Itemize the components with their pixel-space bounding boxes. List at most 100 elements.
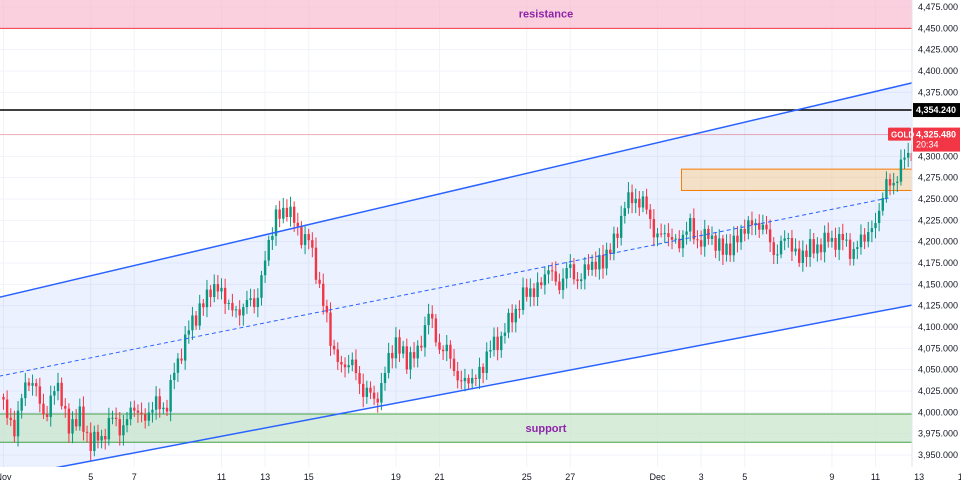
candle-body bbox=[681, 234, 685, 249]
candle-body bbox=[45, 414, 49, 417]
x-tick-label: 21 bbox=[434, 472, 444, 482]
y-tick-label: 4,200.000 bbox=[918, 237, 958, 247]
price-tag-countdown: 20:34 bbox=[916, 140, 939, 150]
candle-body bbox=[64, 406, 67, 409]
candle-body bbox=[739, 228, 743, 243]
candle-body bbox=[412, 352, 416, 359]
candle-body bbox=[812, 239, 815, 254]
candle-body bbox=[634, 198, 637, 204]
candle-body bbox=[405, 346, 408, 370]
candle-body bbox=[492, 336, 496, 351]
candle-body bbox=[198, 303, 201, 326]
candle-body bbox=[554, 271, 557, 282]
candle-body bbox=[630, 192, 634, 204]
candle-body bbox=[696, 239, 699, 241]
candle-body bbox=[300, 226, 303, 245]
candle-body bbox=[271, 235, 274, 240]
candle-body bbox=[471, 377, 474, 384]
candle-body bbox=[638, 198, 641, 208]
candle-body bbox=[154, 396, 158, 410]
y-tick-label: 4,375.000 bbox=[918, 87, 958, 97]
candle-layer bbox=[2, 104, 961, 461]
candle-body bbox=[619, 215, 623, 238]
candle-body bbox=[674, 238, 677, 240]
y-tick-label: 4,125.000 bbox=[918, 301, 958, 311]
y-tick-label: 3,975.000 bbox=[918, 429, 958, 439]
candle-body bbox=[144, 414, 147, 421]
x-axis-background bbox=[0, 467, 961, 488]
candle-body bbox=[104, 436, 107, 440]
candle-body bbox=[227, 302, 230, 304]
candle-body bbox=[467, 377, 470, 384]
candle-body bbox=[78, 406, 81, 427]
level-layer bbox=[0, 109, 912, 135]
candle-body bbox=[205, 289, 209, 308]
candle-body bbox=[877, 210, 881, 224]
candle-body bbox=[456, 371, 459, 381]
candle-body bbox=[380, 383, 383, 403]
candle-body bbox=[837, 234, 841, 250]
candle-body bbox=[710, 235, 714, 239]
candle-body bbox=[474, 377, 478, 379]
y-tick-label: 4,000.000 bbox=[918, 407, 958, 417]
candle-body bbox=[93, 431, 96, 451]
y-axis-background bbox=[912, 0, 961, 488]
x-tick-label: 3 bbox=[699, 472, 704, 482]
candle-body bbox=[892, 182, 895, 186]
candle-body bbox=[623, 208, 626, 216]
candle-body bbox=[242, 307, 245, 316]
x-tick-label: 15 bbox=[958, 472, 961, 482]
candle-body bbox=[354, 359, 358, 374]
channel-lower-line bbox=[0, 304, 913, 480]
label-layer: resistance support bbox=[519, 8, 573, 435]
candle-body bbox=[718, 238, 721, 251]
candle-body bbox=[362, 383, 365, 397]
candle-body bbox=[307, 234, 310, 241]
candle-body bbox=[445, 344, 448, 352]
candle-body bbox=[572, 264, 576, 280]
candle-body bbox=[351, 359, 354, 366]
x-tick-label: 5 bbox=[88, 472, 93, 482]
x-tick-label: Nov bbox=[0, 472, 12, 482]
candle-body bbox=[318, 279, 321, 284]
candle-body bbox=[441, 349, 445, 352]
candle-body bbox=[82, 406, 85, 432]
candle-body bbox=[180, 358, 183, 361]
candle-body bbox=[605, 249, 608, 269]
candle-body bbox=[529, 288, 532, 297]
candle-body bbox=[768, 229, 772, 243]
candle-body bbox=[401, 346, 405, 354]
y-tick-label: 4,150.000 bbox=[918, 279, 958, 289]
candle-body bbox=[521, 287, 525, 310]
zone-label-resistance: resistance bbox=[519, 8, 573, 20]
candle-body bbox=[427, 313, 430, 326]
candle-body bbox=[431, 313, 434, 319]
candle-body bbox=[663, 233, 666, 235]
candle-body bbox=[162, 407, 165, 410]
candle-body bbox=[325, 305, 329, 313]
zone-resistance bbox=[0, 0, 912, 29]
candle-body bbox=[38, 386, 42, 404]
candle-body bbox=[165, 407, 169, 412]
candle-body bbox=[598, 255, 601, 270]
candle-body bbox=[53, 391, 56, 396]
price-tag-level-bg bbox=[913, 103, 960, 118]
candle-body bbox=[652, 219, 656, 238]
candle-body bbox=[645, 196, 648, 210]
candle-body bbox=[616, 233, 619, 238]
candle-body bbox=[747, 220, 750, 234]
candle-body bbox=[125, 419, 129, 426]
candle-body bbox=[550, 270, 554, 272]
candle-body bbox=[358, 373, 361, 384]
candle-body bbox=[71, 419, 74, 434]
candle-body bbox=[478, 366, 481, 379]
candle-body bbox=[314, 247, 318, 280]
candle-body bbox=[343, 364, 347, 368]
price-tag-current-text: 4,325.480 bbox=[916, 130, 956, 140]
candle-body bbox=[525, 287, 528, 297]
candle-body bbox=[416, 345, 419, 359]
candle-body bbox=[816, 244, 819, 254]
candle-body bbox=[888, 179, 892, 186]
